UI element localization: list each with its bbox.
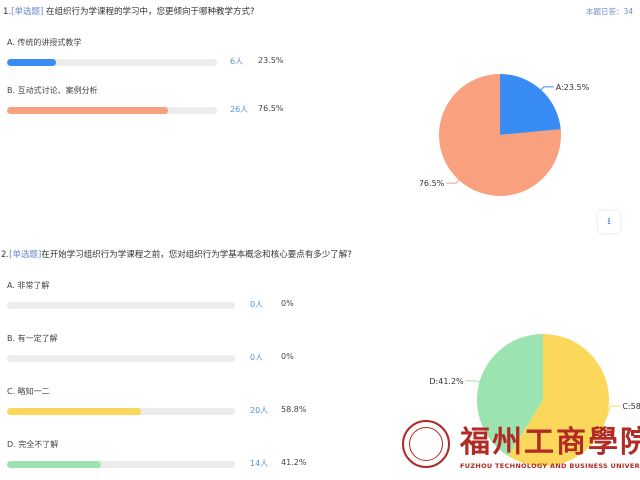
option-label: B. 有一定了解 (7, 334, 58, 343)
question-type-tag: [单选题] (11, 7, 44, 17)
seal-inner-ring (409, 427, 443, 461)
option-percent: 23.5% (258, 56, 284, 65)
pie-label: A:23.5% (556, 83, 590, 92)
option-progress-bar (7, 408, 235, 415)
option-percent: 58.8% (281, 405, 307, 414)
option-progress-bar (7, 461, 235, 468)
question-text: 在组织行为学课程的学习中，您更倾向于哪种教学方式? (43, 7, 255, 17)
option-progress-fill (7, 461, 101, 468)
pie-label: B:76.5% (420, 179, 445, 188)
option-count-link[interactable]: 0人 (250, 300, 264, 309)
option-count-link[interactable]: 26人 (230, 105, 249, 114)
option-progress-fill (7, 59, 57, 66)
option-label: C. 略知一二 (7, 387, 50, 396)
question-2-title: 2.[单选题]在开始学习组织行为学课程之前，您对组织行为学基本概念和核心要点有多… (1, 248, 352, 260)
option-progress-bar (7, 59, 217, 66)
pie-label: D:41.2% (429, 377, 464, 386)
pie-slice[interactable] (500, 74, 561, 135)
pie-slice[interactable] (477, 334, 543, 457)
pie-label-line (540, 86, 554, 91)
question-text: 在开始学习组织行为学课程之前，您对组织行为学基本概念和核心要点有多少了解? (41, 250, 352, 260)
university-logo-subtitle: FUZHOU TECHNOLOGY AND BUSINESS UNIVERSIT… (460, 462, 640, 470)
pie-label-line (465, 380, 480, 383)
option-percent: 0% (281, 352, 294, 361)
pie-slice[interactable] (439, 74, 561, 196)
option-percent: 0% (281, 299, 294, 308)
pie-label-line (606, 405, 621, 419)
option-count-link[interactable]: 0人 (250, 353, 264, 362)
question-type-tag: [单选题] (9, 250, 42, 260)
question-number: 1. (3, 7, 12, 17)
option-label: A. 非常了解 (7, 281, 50, 290)
option-progress-fill (7, 408, 142, 415)
pie-label-line (446, 179, 460, 184)
option-count-link[interactable]: 20人 (250, 406, 269, 415)
option-progress-fill (7, 107, 168, 114)
option-label: B. 互动式讨论、案例分析 (7, 86, 98, 95)
university-seal-logo (402, 420, 450, 468)
pie-slice[interactable] (508, 334, 609, 466)
option-count-link[interactable]: 14人 (250, 459, 269, 468)
option-progress-bar (7, 355, 235, 362)
pie-label: C:58.8% (622, 402, 640, 411)
option-label: D. 完全不了解 (7, 440, 59, 449)
option-progress-bar (7, 302, 235, 309)
download-icon[interactable]: ⭳ (598, 211, 620, 233)
option-label: A. 传统的讲授式教学 (7, 38, 82, 47)
answered-count: 本题已答：34 (586, 7, 634, 16)
option-count-link[interactable]: 6人 (230, 57, 244, 66)
option-percent: 41.2% (281, 458, 307, 467)
question-number: 2. (1, 250, 10, 260)
university-logo-text: 福州工商學院 (460, 425, 640, 460)
option-percent: 76.5% (258, 104, 284, 113)
question-1-title: 1.[单选题] 在组织行为学课程的学习中，您更倾向于哪种教学方式? (3, 5, 254, 17)
pie-chart-q1: A:23.5% B:76.5% (420, 74, 590, 196)
option-progress-bar (7, 107, 217, 114)
pie-chart-q2: C:58.8% D:41.2% (429, 334, 640, 466)
